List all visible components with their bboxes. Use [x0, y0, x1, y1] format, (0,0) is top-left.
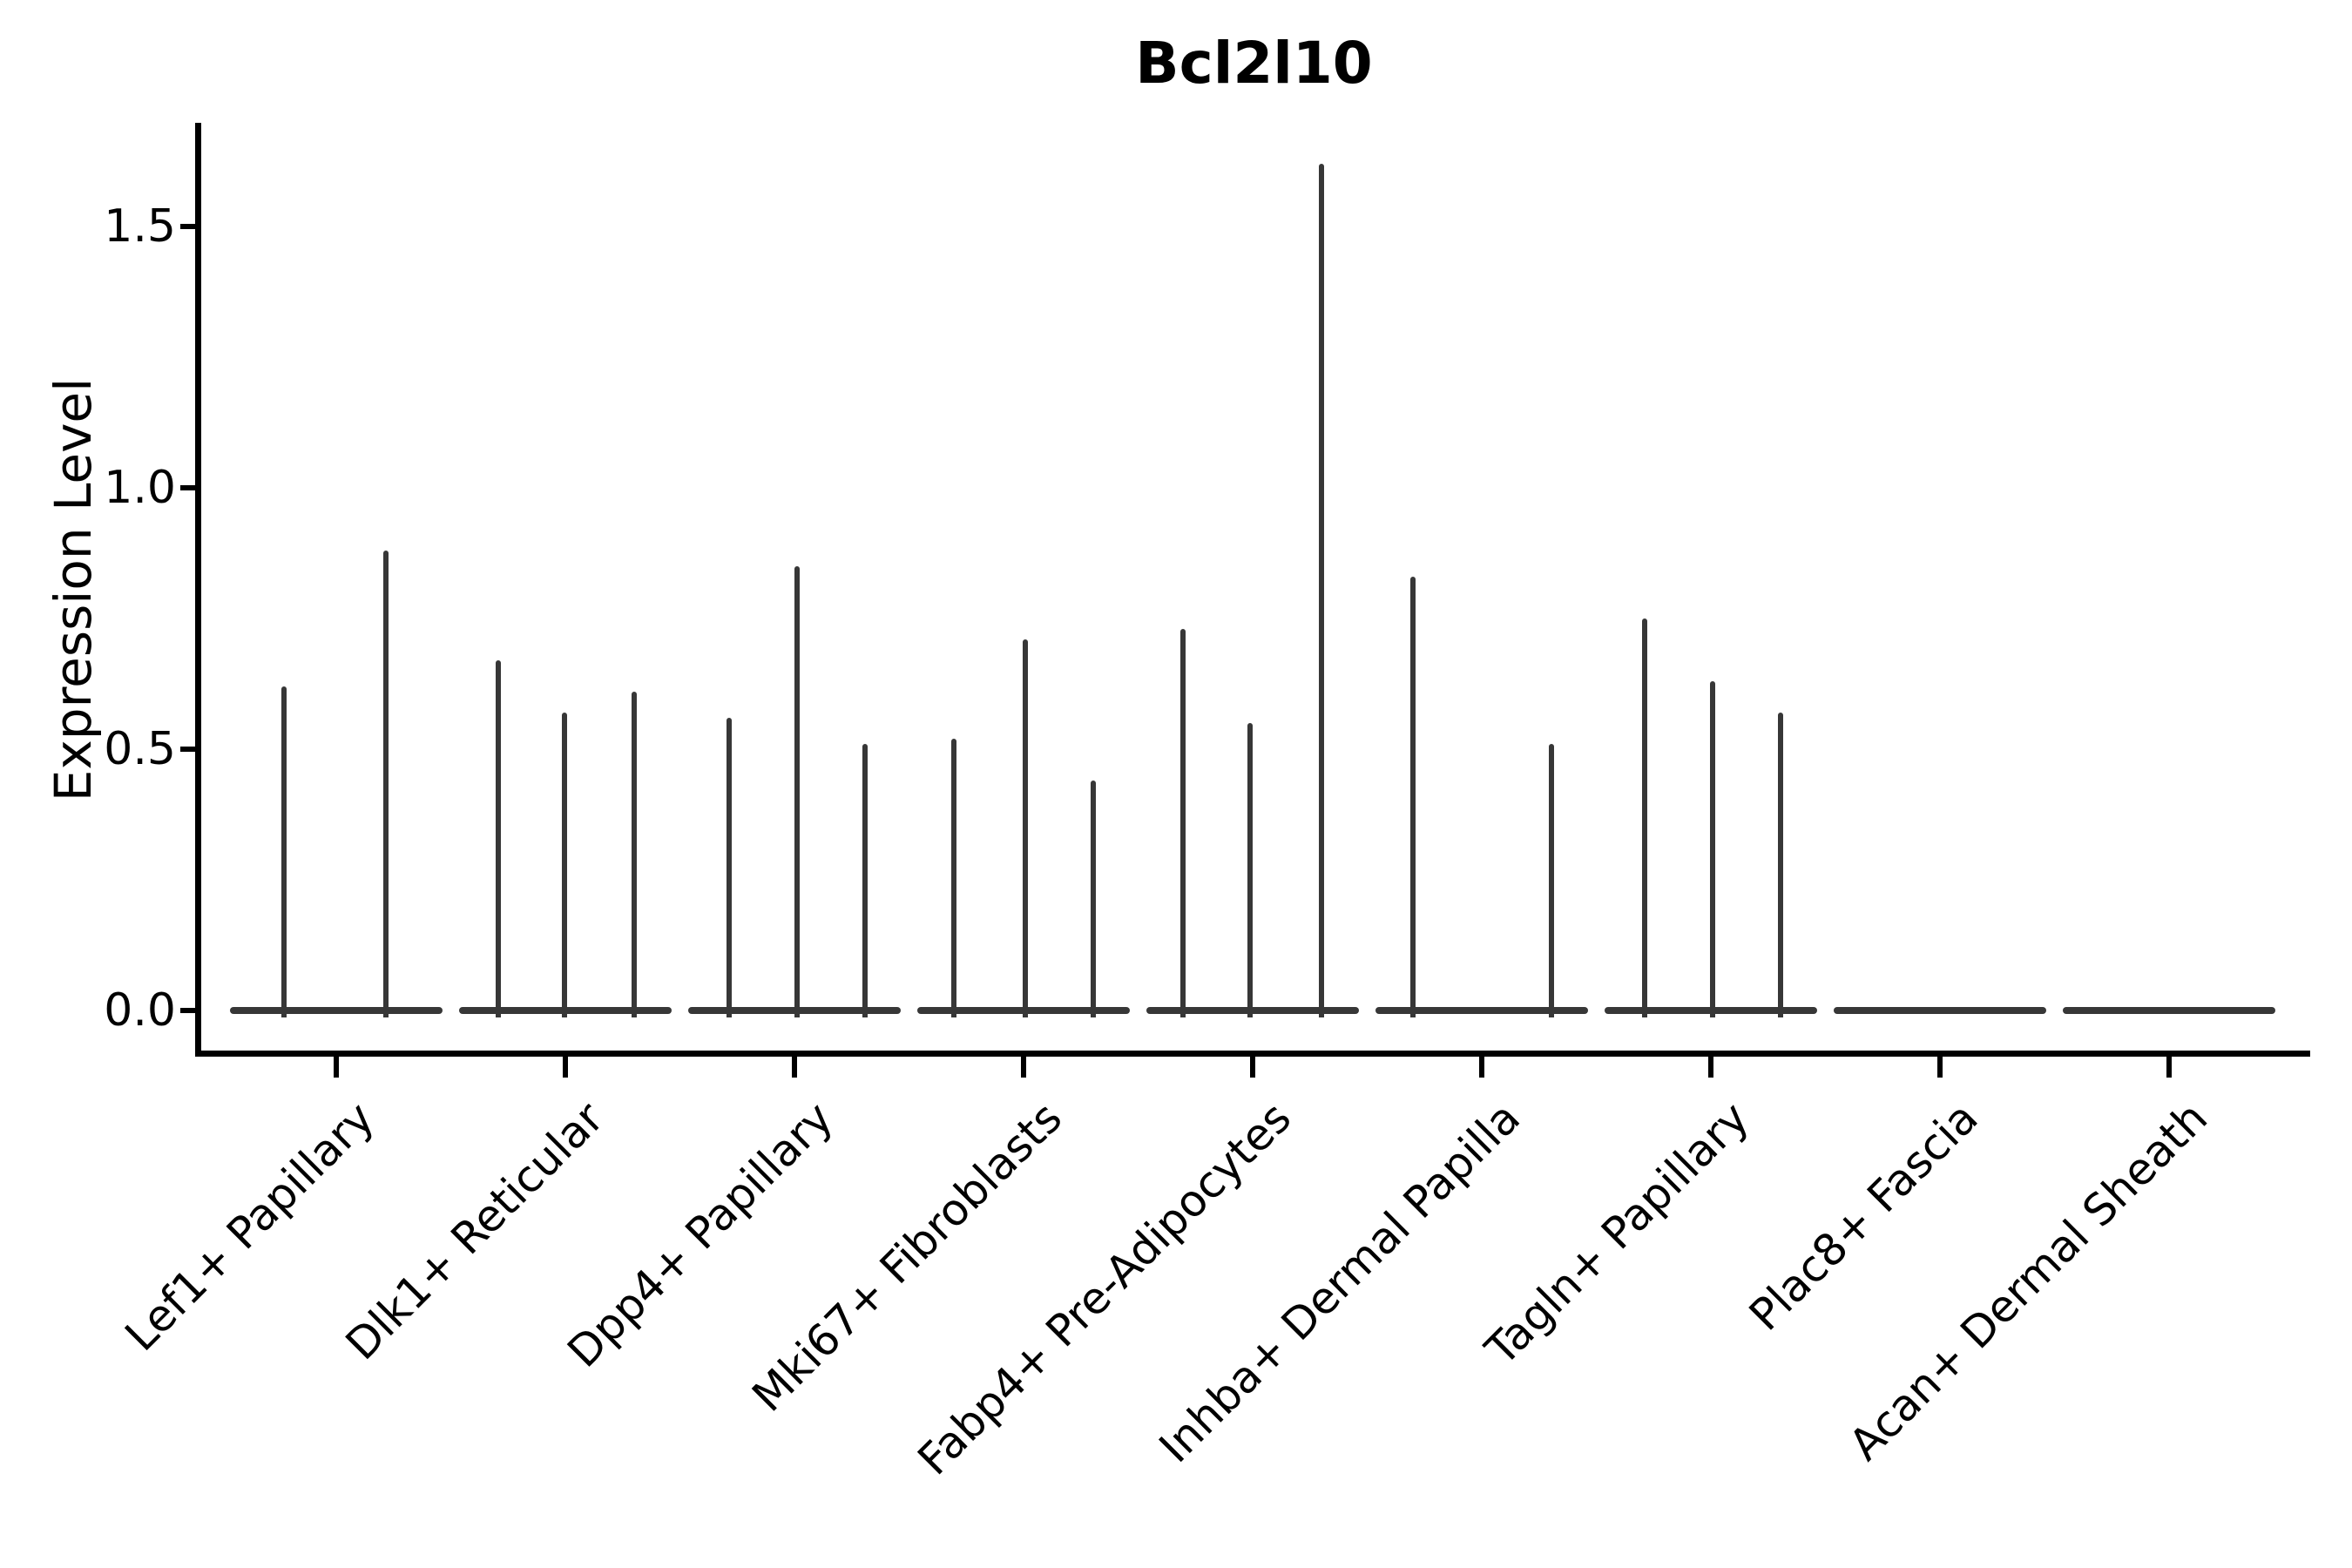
- violin-spike: [1319, 164, 1324, 1017]
- chart-title: Bcl2l10: [1135, 30, 1373, 97]
- x-tick: [1021, 1057, 1026, 1078]
- violin-spike: [1410, 577, 1416, 1017]
- y-tick-label: 1.0: [104, 462, 176, 514]
- violin-spike: [794, 566, 800, 1017]
- y-tick-label: 1.5: [104, 200, 176, 253]
- y-axis-spine: [195, 123, 201, 1057]
- y-tick-label: 0.5: [104, 723, 176, 775]
- x-tick: [2166, 1057, 2172, 1078]
- violin-spike: [1247, 723, 1253, 1017]
- y-tick-label: 0.0: [104, 984, 176, 1037]
- violin-baseline: [1375, 1007, 1588, 1014]
- violin-spike: [951, 739, 956, 1017]
- violin-baseline: [2063, 1007, 2275, 1014]
- violin-spike: [562, 713, 567, 1017]
- violin-spike: [1778, 713, 1783, 1017]
- x-tick: [792, 1057, 797, 1078]
- x-axis-spine: [195, 1051, 2310, 1057]
- x-tick: [1479, 1057, 1484, 1078]
- violin-spike: [383, 551, 389, 1017]
- violin-spike: [1091, 781, 1096, 1017]
- violin-spike: [281, 686, 287, 1017]
- violin-spike: [1180, 629, 1186, 1017]
- violin-spike: [1023, 639, 1028, 1017]
- x-tick: [1937, 1057, 1943, 1078]
- y-tick: [180, 747, 195, 752]
- violin-baseline: [230, 1007, 443, 1014]
- x-tick-label: Lef1+ Papillary: [115, 1092, 385, 1362]
- violin-spike: [727, 718, 732, 1017]
- x-tick: [1708, 1057, 1713, 1078]
- violin-spike: [1642, 618, 1647, 1017]
- violin-baseline: [1834, 1007, 2046, 1014]
- violin-spike: [862, 744, 868, 1017]
- violin-baseline: [1146, 1007, 1359, 1014]
- x-tick: [334, 1057, 339, 1078]
- x-tick: [1250, 1057, 1255, 1078]
- violin-spike: [1549, 744, 1554, 1017]
- x-tick-label: Plac8+ Fascia: [1740, 1092, 1989, 1341]
- y-tick: [180, 224, 195, 229]
- x-tick: [563, 1057, 568, 1078]
- violin-spike: [632, 692, 637, 1017]
- violin-spike: [1710, 681, 1715, 1017]
- y-tick: [180, 485, 195, 490]
- violin-spike: [496, 660, 501, 1017]
- x-tick-label: Fabp4+ Pre-Adipocytes: [908, 1092, 1301, 1485]
- y-tick: [180, 1008, 195, 1013]
